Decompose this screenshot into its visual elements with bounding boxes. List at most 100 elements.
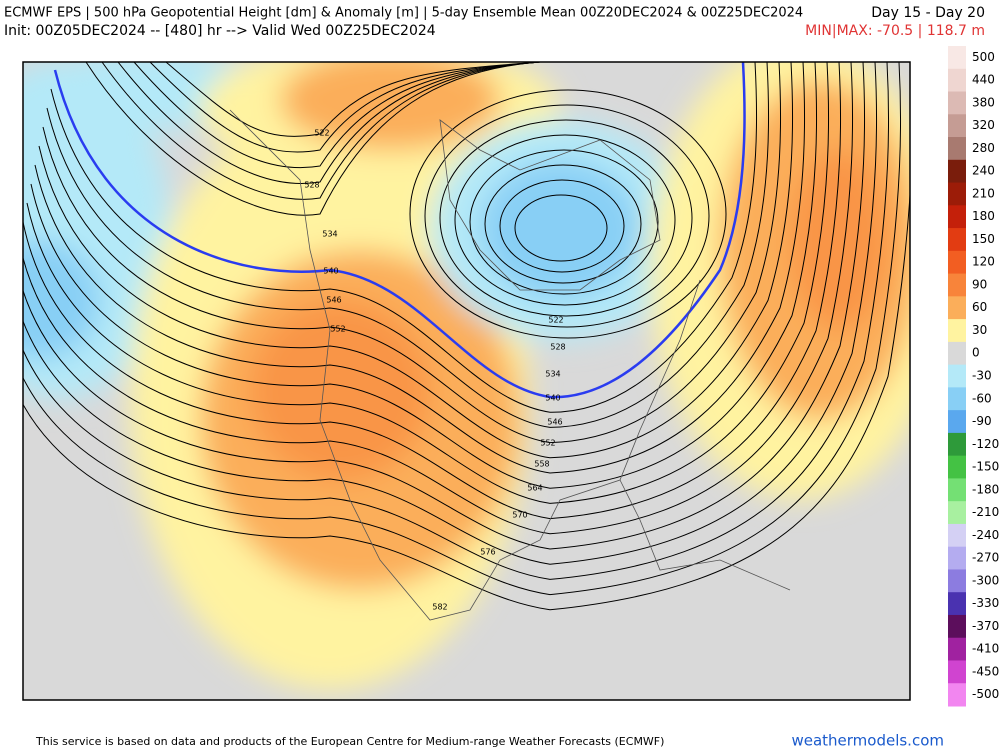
contour-label: 534 [545,370,560,379]
colorbar-swatch [948,159,966,184]
colorbar-label: -500 [972,687,999,701]
height-contour [50,62,758,413]
colorbar-swatch [948,137,966,161]
colorbar-label: 440 [972,73,995,87]
colorbar-swatch [948,296,966,320]
colorbar-label: 380 [972,95,995,109]
contour-label: 534 [322,230,337,239]
height-contour [101,62,541,200]
map-frame [22,61,911,701]
colorbar-label: 210 [972,186,995,200]
contour-label: 552 [540,439,555,448]
colorbar-swatch [948,660,966,684]
contour-label: 540 [323,267,338,276]
colorbar-swatch [948,228,966,252]
height-contour [23,62,866,550]
colorbar-swatch [948,341,966,366]
height-contour [484,164,642,284]
height-contour [23,62,878,565]
colorbar-swatch [948,614,966,639]
contour-label: 570 [512,511,527,520]
height-contour [409,89,727,339]
contour-label: 576 [480,548,495,557]
colorbar-label: -30 [972,369,992,383]
colorbar-label: 60 [972,300,987,314]
map: 522 528 534 540 546 552 522 528 534 540 546 552 558 5… [23,62,910,700]
colorbar-label: -450 [972,664,999,678]
colorbar-swatch [948,478,966,502]
colorbar-label: -60 [972,391,992,405]
height-contour [499,179,625,273]
contour-label: 552 [330,325,345,334]
colorbar-label: 280 [972,141,995,155]
colorbar-label: 90 [972,277,987,291]
colorbar-swatch [948,592,966,616]
colorbar-label: -120 [972,437,999,451]
colorbar-label: -240 [972,528,999,542]
colorbar-swatch [948,364,966,388]
colorbar-swatch [948,410,966,434]
colorbar-swatch [948,546,966,570]
height-contour [85,62,541,216]
height-contour [469,149,659,295]
height-contour [133,62,541,169]
colorbar-swatch [948,114,966,138]
colorbar-swatch [948,523,966,548]
colorbar-swatch [948,205,966,229]
height-contour [23,62,854,535]
contour-label: 528 [304,181,319,190]
contour-label: 582 [432,603,447,612]
colorbar-label: -180 [972,482,999,496]
colorbar-label: -210 [972,505,999,519]
init: Init: 00Z05DEC2024 -- [480] hr --> Valid… [4,23,436,39]
colorbar-swatch [948,683,966,707]
colorbar-swatch [948,319,966,343]
period: Day 15 - Day 20 [871,5,985,21]
colorbar-label: -150 [972,460,999,474]
height-contour [26,62,830,504]
contour-label: 522 [314,129,329,138]
colorbar-swatch [948,250,966,275]
colorbar-label: 0 [972,346,980,360]
contour-label: 522 [548,316,563,325]
colorbar-label: -330 [972,596,999,610]
height-contour [424,104,710,328]
colorbar-label: -90 [972,414,992,428]
height-contour [46,62,770,428]
colorbar-label: 320 [972,118,995,132]
colorbar-label: 150 [972,232,995,246]
height-contour [23,62,890,580]
colorbar-swatch [948,637,966,661]
height-contour [42,62,782,444]
minmax: MIN|MAX: -70.5 | 118.7 m [805,23,985,39]
colorbar-label: -300 [972,573,999,587]
colorbar-swatch [948,501,966,525]
colorbar-swatch [948,387,966,411]
height-contour [514,194,608,262]
site-link[interactable]: weathermodels.com [791,732,944,750]
contour-label: 540 [545,394,560,403]
colorbar-label: -270 [972,551,999,565]
colorbar-swatch [948,455,966,479]
colorbar-label: 180 [972,209,995,223]
colorbar-swatch [948,91,966,115]
contour-label: 546 [547,418,562,427]
contour-label: 558 [534,460,549,469]
colorbar-label: 500 [972,50,995,64]
height-contour [149,62,541,153]
height-contour [165,62,541,137]
colorbar-swatch [948,182,966,206]
height-contour [454,134,676,306]
height-contour [117,62,541,184]
contour-label: 564 [527,484,542,493]
colorbar-label: -370 [972,619,999,633]
colorbar-label: 30 [972,323,987,337]
height-contour [23,62,842,520]
notice: This service is based on data and produc… [35,735,664,748]
height-contour [23,186,910,611]
contour-label: 528 [550,343,565,352]
colorbar-swatch [948,273,966,297]
colorbar-swatch [948,46,966,70]
contour-label: 546 [326,296,341,305]
height-contour [34,62,806,474]
